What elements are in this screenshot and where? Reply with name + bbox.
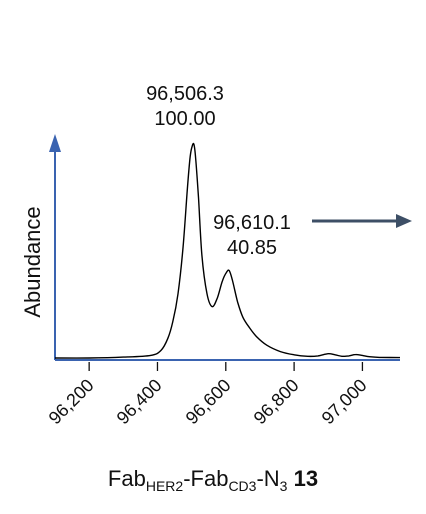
right-arrow-head (396, 214, 412, 228)
peak-2-mass-label: 96,610.1 (213, 212, 291, 234)
compound-number: 13 (293, 466, 319, 491)
peak-1-mass-label: 96,506.3 (146, 83, 224, 105)
compound-sub-3: 3 (279, 478, 288, 494)
compound-azide: -N (256, 466, 280, 491)
peak-2-abundance-label: 40.85 (226, 237, 278, 259)
compound-fab-2: -Fab (183, 466, 229, 491)
compound-sub-cd3: CD3 (228, 478, 257, 494)
peak-1-abundance-label: 100.00 (154, 108, 216, 130)
spectrum-trace (54, 142, 401, 359)
y-axis-arrowhead (49, 134, 61, 152)
y-axis-label: Abundance (20, 206, 45, 318)
compound-sub-her2: HER2 (145, 478, 184, 494)
compound-fab-1: Fab (107, 466, 146, 491)
compound-label: FabHER2-FabCD3-N3 13 (0, 466, 426, 494)
